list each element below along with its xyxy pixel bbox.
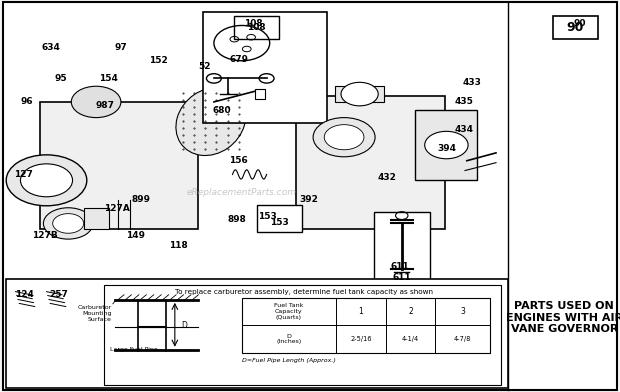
Bar [257,205,302,232]
Text: 392: 392 [299,196,318,204]
Text: 679: 679 [229,55,248,64]
Text: 127A: 127A [104,204,130,213]
Text: 118: 118 [169,241,188,249]
Text: 127B: 127B [32,232,58,240]
Text: To replace carburetor assembly, determine fuel tank capacity as shown: To replace carburetor assembly, determin… [175,289,433,295]
Circle shape [313,118,375,157]
Text: 987: 987 [96,102,115,110]
Circle shape [43,208,93,239]
Text: 124: 124 [16,290,34,299]
Bar [84,208,108,229]
Text: D=Fuel Pipe Length (Approx.): D=Fuel Pipe Length (Approx.) [242,358,335,363]
Text: 153: 153 [259,212,277,221]
Text: 108: 108 [244,19,262,28]
Text: 257: 257 [50,290,68,299]
Text: 4-7/8: 4-7/8 [454,336,471,342]
Bar [255,89,265,99]
Text: 2-5/16: 2-5/16 [350,336,371,342]
Bar [553,16,598,39]
Circle shape [324,125,364,150]
Text: 680: 680 [212,106,231,115]
Text: 611: 611 [392,273,411,282]
Text: Large Fuel Pipe: Large Fuel Pipe [110,347,158,352]
Text: 3: 3 [460,307,465,316]
Bar [234,16,279,39]
Bar [335,86,384,102]
Text: Fuel Tank
Capacity
(Quarts): Fuel Tank Capacity (Quarts) [274,303,304,320]
Text: 52: 52 [198,62,211,71]
Text: PARTS USED ON
ENGINES WITH AIR
VANE GOVERNOR: PARTS USED ON ENGINES WITH AIR VANE GOVE… [506,301,620,334]
Text: 149: 149 [126,231,144,240]
Text: 127: 127 [14,170,33,179]
Text: 898: 898 [228,215,246,224]
Circle shape [71,86,121,118]
Text: eReplacementParts.com: eReplacementParts.com [187,188,297,196]
Circle shape [341,82,378,106]
Bar [203,12,327,123]
Text: 432: 432 [378,173,397,181]
Text: 154: 154 [99,74,118,83]
Text: 153: 153 [270,218,289,227]
Bar [374,212,430,288]
Text: D: D [181,321,187,330]
Text: 97: 97 [115,44,127,52]
Text: 90: 90 [574,19,586,28]
Text: 1: 1 [358,307,363,316]
Text: 152: 152 [149,56,167,65]
Text: 433: 433 [463,78,482,87]
Text: Carburetor
Mounting
Surface: Carburetor Mounting Surface [78,305,112,322]
Text: 394: 394 [437,144,456,152]
Text: 95: 95 [55,74,67,83]
Bar [415,110,477,180]
Text: 96: 96 [20,97,33,105]
Circle shape [20,164,73,197]
Circle shape [6,155,87,206]
Text: 90: 90 [567,21,584,34]
Text: 108: 108 [247,23,266,32]
Ellipse shape [176,87,246,156]
Text: D
(Inches): D (Inches) [277,334,301,345]
Text: 611: 611 [391,262,409,271]
Text: 634: 634 [42,44,60,52]
Text: 434: 434 [454,125,473,134]
Bar [6,279,508,388]
Bar [296,96,445,229]
Circle shape [425,131,468,159]
Text: 435: 435 [454,98,473,106]
Text: 4-1/4: 4-1/4 [402,336,419,342]
Bar [40,102,198,229]
Bar [242,298,490,353]
Bar [104,285,501,385]
Text: 2: 2 [408,307,413,316]
Text: 899: 899 [132,195,151,203]
Text: 156: 156 [229,156,248,165]
Circle shape [53,214,84,233]
